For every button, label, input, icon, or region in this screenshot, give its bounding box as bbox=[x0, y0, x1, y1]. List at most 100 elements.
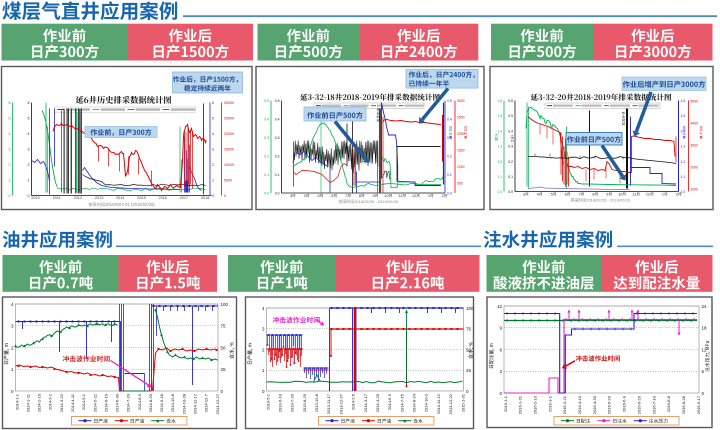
svg-text:1.1: 1.1 bbox=[681, 175, 686, 179]
svg-text:12: 12 bbox=[497, 304, 503, 309]
svg-text:1.3: 1.3 bbox=[497, 145, 502, 149]
svg-text:5000: 5000 bbox=[691, 100, 699, 104]
svg-text:0.1: 0.1 bbox=[447, 173, 452, 177]
svg-text:2014-8-24: 2014-8-24 bbox=[412, 393, 417, 412]
svg-text:2014-5-1: 2014-5-1 bbox=[81, 393, 86, 410]
svg-text:2014-7-20: 2014-7-20 bbox=[126, 393, 131, 412]
svg-text:排采时间2018/02/28 - 2019/02/28: 排采时间2018/02/28 - 2019/02/28 bbox=[570, 197, 630, 203]
svg-text:2014-8-29: 2014-8-29 bbox=[148, 393, 153, 412]
svg-text:1.6: 1.6 bbox=[497, 99, 502, 103]
svg-text:25: 25 bbox=[466, 368, 472, 373]
svg-text:0.0: 0.0 bbox=[275, 192, 280, 196]
svg-text:2016-3-21: 2016-3-21 bbox=[562, 395, 567, 414]
svg-text:2014-2-10: 2014-2-10 bbox=[37, 393, 42, 412]
svg-text:6: 6 bbox=[212, 101, 214, 105]
svg-text:2014-10-28: 2014-10-28 bbox=[181, 393, 186, 414]
svg-text:0.2: 0.2 bbox=[275, 155, 280, 159]
svg-text:2014-5-21: 2014-5-21 bbox=[92, 393, 97, 412]
svg-text:50: 50 bbox=[466, 347, 472, 352]
svg-text:2014-6-30: 2014-6-30 bbox=[115, 393, 120, 412]
svg-text:2016-2-10: 2016-2-10 bbox=[533, 395, 538, 414]
svg-text:75: 75 bbox=[466, 327, 472, 332]
svg-text:1.0: 1.0 bbox=[497, 190, 502, 194]
svg-text:2500: 2500 bbox=[457, 116, 465, 120]
svg-text:4: 4 bbox=[9, 132, 11, 136]
svg-text:3: 3 bbox=[212, 148, 214, 152]
svg-text:11: 11 bbox=[398, 194, 402, 198]
svg-text:2000: 2000 bbox=[457, 132, 465, 136]
svg-text:3: 3 bbox=[523, 193, 525, 197]
svg-text:1.2: 1.2 bbox=[681, 160, 686, 164]
svg-text:1: 1 bbox=[262, 368, 265, 373]
svg-text:1: 1 bbox=[662, 193, 664, 197]
svg-text:6: 6 bbox=[565, 193, 567, 197]
svg-text:11: 11 bbox=[632, 193, 636, 197]
svg-text:2: 2 bbox=[262, 347, 265, 352]
svg-text:2014-10-3: 2014-10-3 bbox=[424, 393, 429, 412]
svg-text:2014-11-12: 2014-11-12 bbox=[436, 393, 441, 414]
svg-text:10000: 10000 bbox=[224, 163, 234, 167]
svg-text:0.2: 0.2 bbox=[264, 155, 269, 159]
svg-text:2014-3-2: 2014-3-2 bbox=[48, 393, 53, 410]
svg-text:12: 12 bbox=[702, 347, 708, 352]
svg-text:100: 100 bbox=[466, 306, 474, 311]
svg-text:1.5: 1.5 bbox=[497, 114, 502, 118]
svg-text:2016-6-29: 2016-6-29 bbox=[636, 395, 641, 414]
svg-text:1.1: 1.1 bbox=[497, 175, 502, 179]
svg-text:3000: 3000 bbox=[691, 144, 699, 148]
svg-text:1: 1 bbox=[428, 194, 430, 198]
svg-text:12: 12 bbox=[646, 193, 650, 197]
svg-text:0.6: 0.6 bbox=[508, 99, 513, 103]
svg-text:18: 18 bbox=[702, 326, 708, 331]
svg-text:20000: 20000 bbox=[224, 132, 234, 136]
svg-text:1.6: 1.6 bbox=[681, 99, 686, 103]
svg-text:0: 0 bbox=[499, 391, 502, 396]
svg-text:1: 1 bbox=[212, 179, 214, 183]
svg-text:2014-12-7: 2014-12-7 bbox=[204, 393, 209, 412]
svg-text:2014-4-26: 2014-4-26 bbox=[375, 393, 380, 412]
svg-text:2: 2 bbox=[212, 163, 214, 167]
svg-text:0.2: 0.2 bbox=[447, 155, 452, 159]
svg-text:2016-1-1: 2016-1-1 bbox=[503, 395, 508, 412]
svg-text:2016-8-28: 2016-8-28 bbox=[681, 395, 686, 414]
svg-text:2016-1-21: 2016-1-21 bbox=[518, 395, 523, 414]
svg-text:1.2: 1.2 bbox=[497, 160, 502, 164]
svg-text:2013: 2013 bbox=[95, 196, 103, 200]
svg-text:5: 5 bbox=[9, 117, 11, 121]
svg-text:1: 1 bbox=[9, 179, 11, 183]
svg-text:2014: 2014 bbox=[116, 196, 124, 200]
svg-text:2: 2 bbox=[676, 193, 678, 197]
svg-text:2: 2 bbox=[442, 194, 444, 198]
svg-text:2013-10-8: 2013-10-8 bbox=[314, 393, 319, 412]
svg-text:0.3: 0.3 bbox=[275, 136, 280, 140]
svg-text:0: 0 bbox=[28, 194, 30, 198]
svg-text:2014-1-1: 2014-1-1 bbox=[14, 393, 19, 410]
svg-text:4: 4 bbox=[304, 194, 306, 198]
svg-text:1: 1 bbox=[28, 179, 30, 183]
svg-text:5: 5 bbox=[28, 117, 30, 121]
svg-text:9: 9 bbox=[373, 194, 375, 198]
svg-text:1.3: 1.3 bbox=[681, 145, 686, 149]
svg-text:0.3: 0.3 bbox=[447, 136, 452, 140]
svg-text:2014-3-22: 2014-3-22 bbox=[59, 393, 64, 412]
svg-text:1000: 1000 bbox=[691, 188, 699, 192]
svg-text:25: 25 bbox=[221, 367, 227, 372]
svg-text:2014-11-17: 2014-11-17 bbox=[193, 393, 198, 414]
svg-text:2000: 2000 bbox=[691, 166, 699, 170]
svg-text:0.4: 0.4 bbox=[508, 129, 513, 133]
svg-text:2014-12-27: 2014-12-27 bbox=[215, 393, 220, 414]
svg-text:2015-1-31: 2015-1-31 bbox=[460, 393, 465, 412]
svg-text:0.1: 0.1 bbox=[275, 173, 280, 177]
svg-text:8: 8 bbox=[592, 193, 594, 197]
svg-text:1000: 1000 bbox=[457, 165, 465, 169]
svg-text:2016-9-17: 2016-9-17 bbox=[696, 395, 701, 414]
svg-text:4: 4 bbox=[537, 193, 539, 197]
svg-text:0.2: 0.2 bbox=[508, 160, 513, 164]
svg-text:0.1: 0.1 bbox=[264, 173, 269, 177]
svg-text:2016-8-8: 2016-8-8 bbox=[666, 395, 671, 412]
svg-text:0.5: 0.5 bbox=[264, 99, 269, 103]
svg-text:0.0: 0.0 bbox=[447, 192, 452, 196]
svg-text:2014-6-10: 2014-6-10 bbox=[103, 393, 108, 412]
svg-text:2013-5-1: 2013-5-1 bbox=[265, 393, 270, 410]
svg-text:2014-3-17: 2014-3-17 bbox=[363, 393, 368, 412]
